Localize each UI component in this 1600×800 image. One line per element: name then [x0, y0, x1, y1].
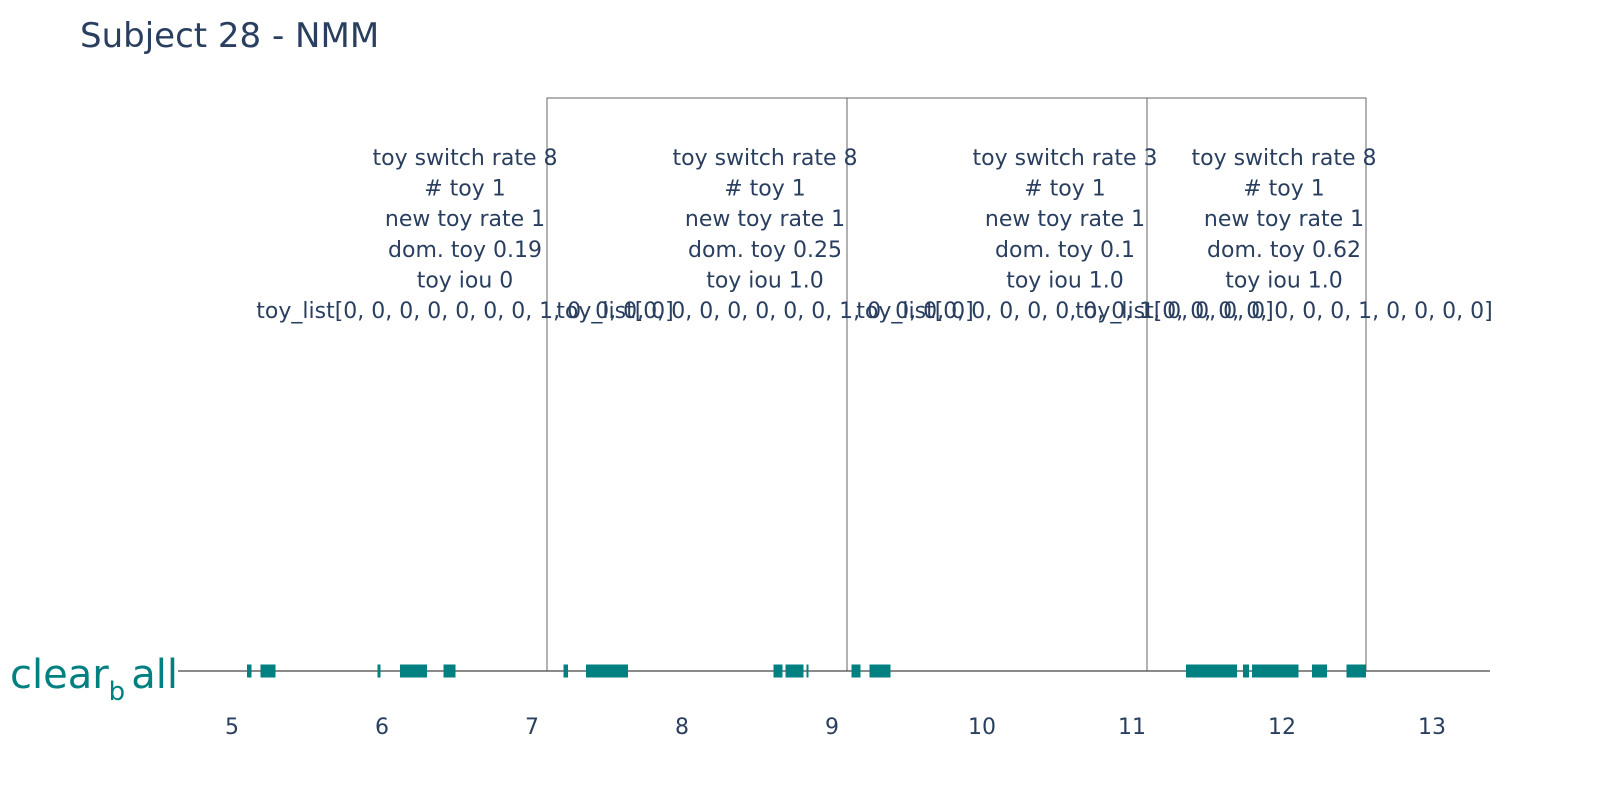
- window-3-line-1: toy switch rate 3: [972, 146, 1157, 171]
- segment-2: [260, 664, 276, 678]
- window-4-line-2: # toy 1: [1243, 177, 1325, 202]
- segment-16: [1312, 664, 1327, 678]
- window-1-line-4: dom. toy 0.19: [388, 238, 542, 263]
- segment-11: [851, 664, 861, 678]
- segment-5: [443, 664, 456, 678]
- segment-15: [1252, 664, 1299, 678]
- window-2-line-2: # toy 1: [724, 177, 806, 202]
- category-label: clearb all: [10, 652, 178, 707]
- segment-1: [247, 664, 252, 678]
- x-tick-label: 7: [525, 715, 539, 740]
- x-tick-label: 10: [968, 715, 996, 740]
- window-4-line-4: dom. toy 0.62: [1207, 238, 1361, 263]
- x-tick-label: 6: [375, 715, 389, 740]
- window-2-line-4: dom. toy 0.25: [688, 238, 842, 263]
- segment-7: [586, 664, 628, 678]
- segment-12: [869, 664, 891, 678]
- window-1-line-1: toy switch rate 8: [372, 146, 557, 171]
- chart-title: Subject 28 - NMM: [80, 16, 380, 56]
- window-4-line-5: toy iou 1.0: [1225, 268, 1343, 293]
- window-1-line-5: toy iou 0: [417, 268, 514, 293]
- window-4-line-3: new toy rate 1: [1204, 207, 1364, 232]
- x-tick-label: 11: [1118, 715, 1146, 740]
- x-tick-label: 12: [1268, 715, 1296, 740]
- window-1-line-6: toy_list[0, 0, 0, 0, 0, 0, 0, 1, 0, 0, 0…: [256, 299, 673, 324]
- segment-13: [1186, 664, 1237, 678]
- window-2-line-3: new toy rate 1: [685, 207, 845, 232]
- window-annotations: toy switch rate 8 # toy 1 new toy rate 1 do…: [256, 146, 1492, 324]
- segment-4: [400, 664, 427, 678]
- window-3-line-5: toy iou 1.0: [1006, 268, 1124, 293]
- window-3-line-2: # toy 1: [1024, 177, 1106, 202]
- window-4-line-6: toy_list[0, 0, 0, 0, 0, 0, 0, 1, 0, 0, 0…: [1075, 299, 1492, 324]
- category-label-main: clear: [10, 652, 109, 698]
- segment-8: [773, 664, 783, 678]
- activity-segments: [247, 664, 1366, 678]
- category-label-tail: all: [131, 652, 178, 698]
- x-tick-label: 5: [225, 715, 239, 740]
- window-1-line-2: # toy 1: [424, 177, 506, 202]
- segment-9: [785, 664, 804, 678]
- category-label-sub: b: [109, 677, 126, 707]
- x-tick-label: 8: [675, 715, 689, 740]
- window-1-line-3: new toy rate 1: [385, 207, 545, 232]
- window-3-line-4: dom. toy 0.1: [995, 238, 1135, 263]
- window-2-line-1: toy switch rate 8: [672, 146, 857, 171]
- window-3-line-6: toy_list[0, 0, 0, 0, 0, 0, 0, 1, 0, 0, 0…: [856, 299, 1273, 324]
- segment-10: [806, 664, 809, 678]
- window-3-line-3: new toy rate 1: [985, 207, 1145, 232]
- window-2-line-6: toy_list[0, 0, 0, 0, 0, 0, 0, 1, 0, 0, 0…: [556, 299, 973, 324]
- segment-14: [1243, 664, 1249, 678]
- window-4-line-1: toy switch rate 8: [1191, 146, 1376, 171]
- x-axis-ticks: 5 6 7 8 9 10 11 12 13: [225, 715, 1446, 740]
- x-tick-label: 9: [825, 715, 839, 740]
- x-tick-label: 13: [1418, 715, 1446, 740]
- segment-6: [563, 664, 568, 678]
- window-2-line-5: toy iou 1.0: [706, 268, 824, 293]
- segment-3: [377, 664, 381, 678]
- segment-17: [1346, 664, 1366, 678]
